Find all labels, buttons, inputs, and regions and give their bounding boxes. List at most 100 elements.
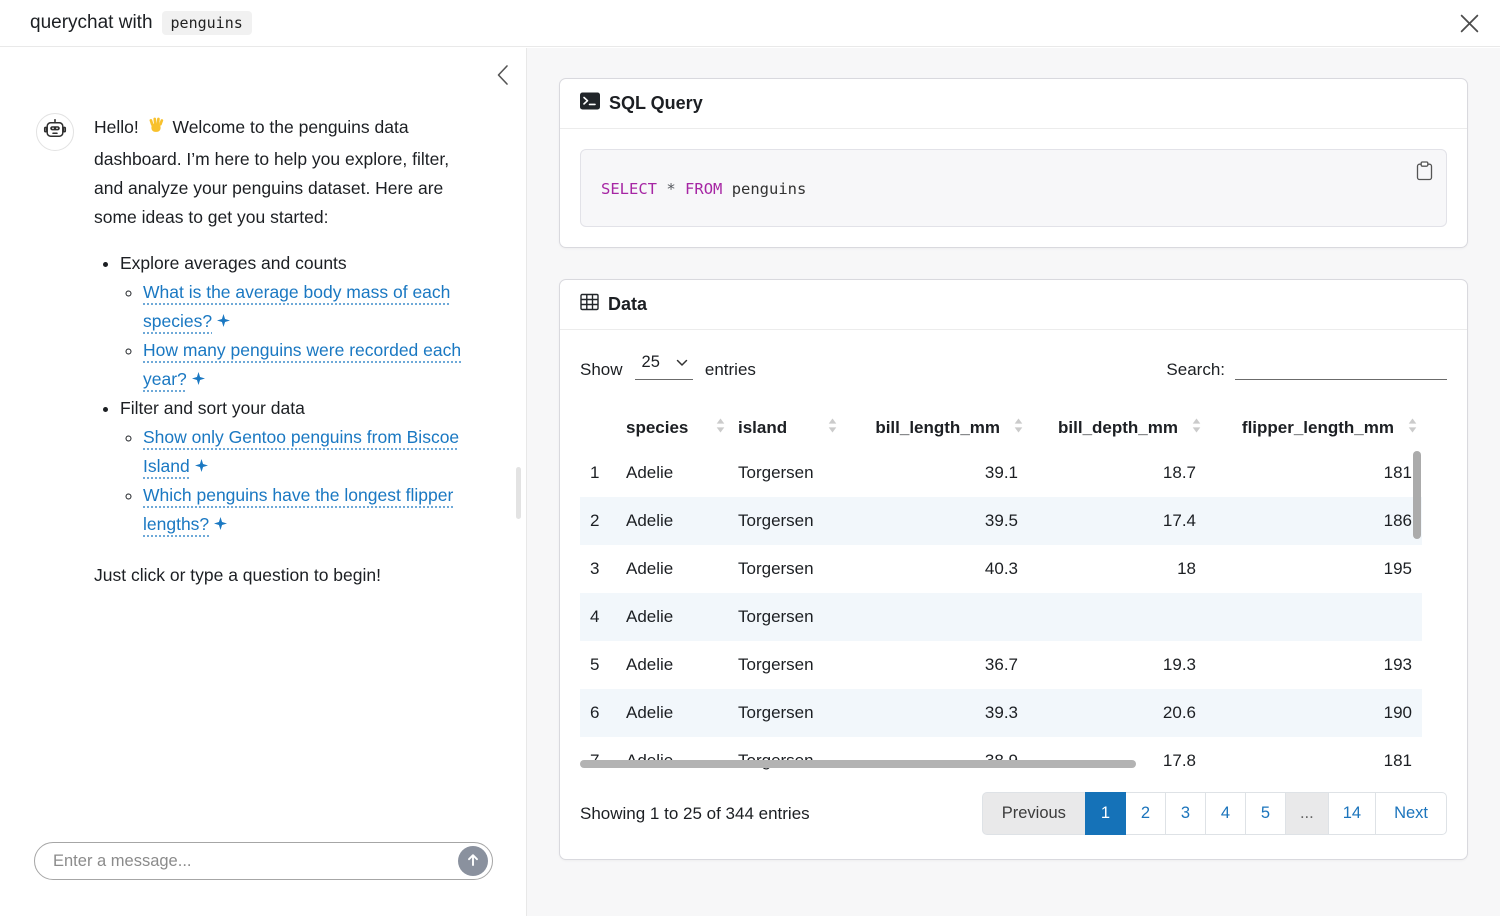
entries-label: entries: [704, 360, 756, 379]
sort-icon: [716, 418, 725, 438]
chat-messages: Hello! Welcome to the penguins data dash…: [0, 48, 526, 590]
assistant-greeting: Hello! Welcome to the penguins data dash…: [94, 113, 482, 232]
clipboard-icon: [1416, 161, 1433, 184]
table-search-control: Search:: [1166, 354, 1447, 380]
sort-icon: [1408, 418, 1417, 438]
table-cell: Adelie: [626, 463, 674, 482]
suggestion-category: Filter and sort your dataShow only Gento…: [120, 394, 482, 539]
column-header-bill_length_mm[interactable]: bill_length_mm: [842, 407, 1028, 449]
column-header-index: [580, 407, 618, 449]
page-button-14[interactable]: 14: [1327, 792, 1377, 835]
table-cell: 190: [1383, 703, 1412, 722]
column-header-bill_depth_mm[interactable]: bill_depth_mm: [1028, 407, 1206, 449]
app-header: querychat with penguins: [0, 0, 1500, 47]
suggestion-link[interactable]: Show only Gentoo penguins from Biscoe Is…: [143, 427, 459, 476]
data-table: species island bill_length_mm bill_depth_mm…: [580, 407, 1422, 771]
assistant-closing: Just click or type a question to begin!: [94, 565, 381, 585]
table-cell: Torgersen: [738, 559, 814, 578]
table-row: 3 Adelie Torgersen 40.3 18 195: [580, 545, 1422, 593]
main-area: Hello! Welcome to the penguins data dash…: [0, 48, 1500, 916]
suggestion-link[interactable]: Which penguins have the longest flipper …: [143, 485, 453, 534]
row-index-cell: 5: [590, 655, 600, 674]
table-cell: 193: [1383, 655, 1412, 674]
data-card-header: Data: [560, 280, 1467, 330]
table-header-row: species island bill_length_mm bill_depth_mm…: [580, 407, 1422, 449]
suggestion-sections: Explore averages and countsWhat is the a…: [94, 249, 482, 539]
table-cell: 18: [1177, 559, 1196, 578]
row-index-cell: 4: [590, 607, 600, 626]
greeting-lead: Hello!: [94, 117, 139, 137]
data-card-title: Data: [608, 294, 648, 314]
table-cell: Torgersen: [738, 607, 814, 626]
table-footer: Showing 1 to 25 of 344 entries Previous 1…: [580, 792, 1447, 835]
search-label: Search:: [1166, 360, 1225, 379]
data-card: Data Show 25 entries: [559, 279, 1468, 860]
close-button[interactable]: [1454, 10, 1484, 40]
table-search-input[interactable]: [1235, 354, 1447, 380]
page-button-active[interactable]: 1: [1084, 792, 1126, 835]
sort-icon: [1014, 418, 1023, 438]
sql-card-title: SQL Query: [609, 93, 703, 113]
column-header-flipper_length_mm[interactable]: flipper_length_mm: [1206, 407, 1422, 449]
table-cell: Torgersen: [738, 655, 814, 674]
app-title-text: querychat with: [30, 12, 153, 33]
table-cell: Torgersen: [738, 463, 814, 482]
page-button-5[interactable]: 5: [1244, 792, 1286, 835]
terminal-icon: [580, 92, 600, 115]
page-button-3[interactable]: 3: [1164, 792, 1206, 835]
table-cell: 39.1: [984, 463, 1018, 482]
table-cell: 17.8: [1162, 751, 1196, 770]
table-row: 2 Adelie Torgersen 39.5 17.4 186: [580, 497, 1422, 545]
column-header-island[interactable]: island: [730, 407, 842, 449]
chat-input[interactable]: [53, 851, 458, 871]
chat-input-bar: [34, 842, 493, 880]
horizontal-scrollbar-thumb[interactable]: [580, 760, 1136, 768]
sql-code-block: SELECT * FROM penguins: [580, 149, 1447, 227]
table-cell: 19.3: [1162, 655, 1196, 674]
table-cell: 18.7: [1162, 463, 1196, 482]
app-title: querychat with penguins: [30, 11, 252, 35]
table-cell: Adelie: [626, 655, 674, 674]
table-cell: Torgersen: [738, 703, 814, 722]
show-label: Show: [580, 360, 623, 379]
table-cell: Adelie: [626, 511, 674, 530]
previous-button[interactable]: Previous: [981, 792, 1086, 835]
sort-icon: [828, 418, 837, 438]
chevron-left-icon: [496, 65, 509, 89]
page-button-2[interactable]: 2: [1124, 792, 1166, 835]
table-cell: [1206, 593, 1422, 641]
table-cell: 39.5: [984, 511, 1018, 530]
collapse-sidebar-button[interactable]: [494, 62, 511, 91]
panel-resize-handle[interactable]: [516, 467, 521, 519]
next-button[interactable]: Next: [1375, 792, 1447, 835]
send-button[interactable]: [458, 846, 488, 876]
table-cell: 40.3: [984, 559, 1018, 578]
wave-emoji-icon: [146, 117, 166, 140]
greeting-text: Welcome to the penguins data dashboard. …: [94, 117, 450, 227]
table-cell: Adelie: [626, 703, 674, 722]
table-cell: Torgersen: [738, 511, 814, 530]
sql-card-body: SELECT * FROM penguins: [560, 129, 1467, 247]
sql-code: SELECT * FROM penguins: [601, 180, 807, 198]
suggestion-link[interactable]: What is the average body mass of each sp…: [143, 282, 450, 331]
assistant-message: Hello! Welcome to the penguins data dash…: [36, 113, 496, 590]
suggestion-category: Explore averages and countsWhat is the a…: [120, 249, 482, 394]
row-index-cell: 1: [590, 463, 600, 482]
vertical-scrollbar-thumb[interactable]: [1413, 451, 1421, 539]
table-cell: 181: [1383, 751, 1412, 770]
column-header-species[interactable]: species: [618, 407, 730, 449]
sparkle-icon: [194, 452, 208, 481]
copy-code-button[interactable]: [1414, 159, 1435, 186]
assistant-avatar: [36, 113, 74, 151]
close-icon: [1459, 13, 1480, 37]
table-row: 4 Adelie Torgersen: [580, 593, 1422, 641]
suggestion-link[interactable]: How many penguins were recorded each yea…: [143, 340, 461, 389]
table-info: Showing 1 to 25 of 344 entries: [580, 803, 810, 823]
assistant-message-body: Hello! Welcome to the penguins data dash…: [94, 113, 482, 590]
page-button-4[interactable]: 4: [1204, 792, 1246, 835]
page-length-select[interactable]: 25: [634, 353, 693, 380]
table-cell: 195: [1383, 559, 1412, 578]
table-cell: 20.6: [1162, 703, 1196, 722]
robot-icon: [43, 118, 67, 147]
table-row: 6 Adelie Torgersen 39.3 20.6 190: [580, 689, 1422, 737]
